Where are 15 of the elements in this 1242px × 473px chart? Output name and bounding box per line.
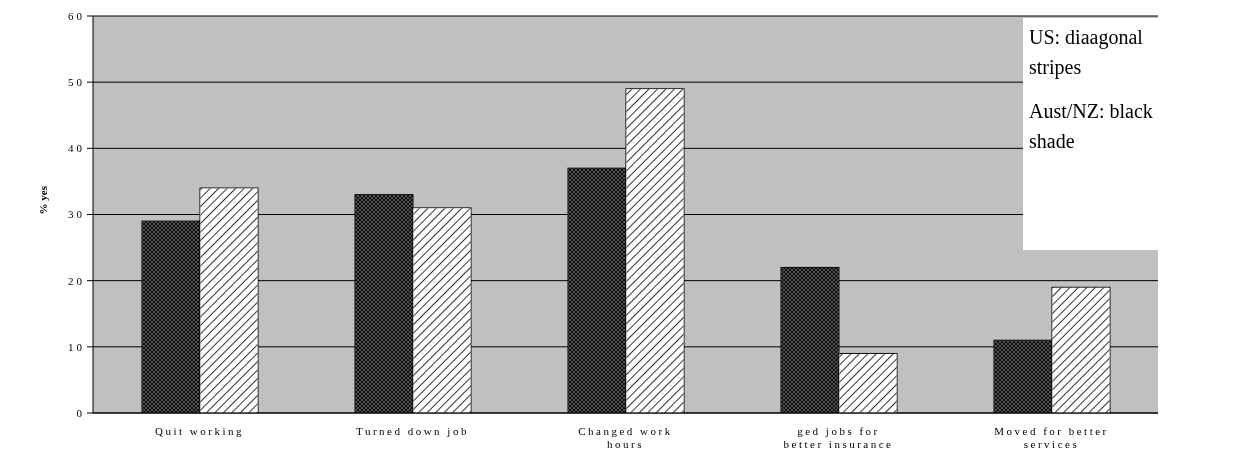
y-tick-label: 40	[68, 142, 85, 155]
y-tick-label: 10	[68, 340, 85, 353]
x-tick-label: Quit working	[155, 425, 244, 437]
y-tick-label: 30	[68, 208, 85, 221]
annotation: Aust/NZ: black shade	[1029, 99, 1154, 154]
x-tick-label: Moved for better services	[994, 425, 1109, 450]
x-tick-label: ged jobs for better insurance	[783, 425, 894, 450]
y-tick-label: 60	[68, 9, 85, 22]
y-axis-title: % yes	[36, 185, 49, 215]
y-tick-label: 20	[68, 274, 85, 287]
annotation: US: diaagonal stripes	[1029, 25, 1144, 81]
y-tick-label: 50	[68, 76, 85, 89]
x-tick-label: Changed work hours	[578, 425, 673, 450]
y-tick-label: 0	[76, 406, 85, 419]
x-tick-label: Turned down job	[356, 425, 469, 437]
